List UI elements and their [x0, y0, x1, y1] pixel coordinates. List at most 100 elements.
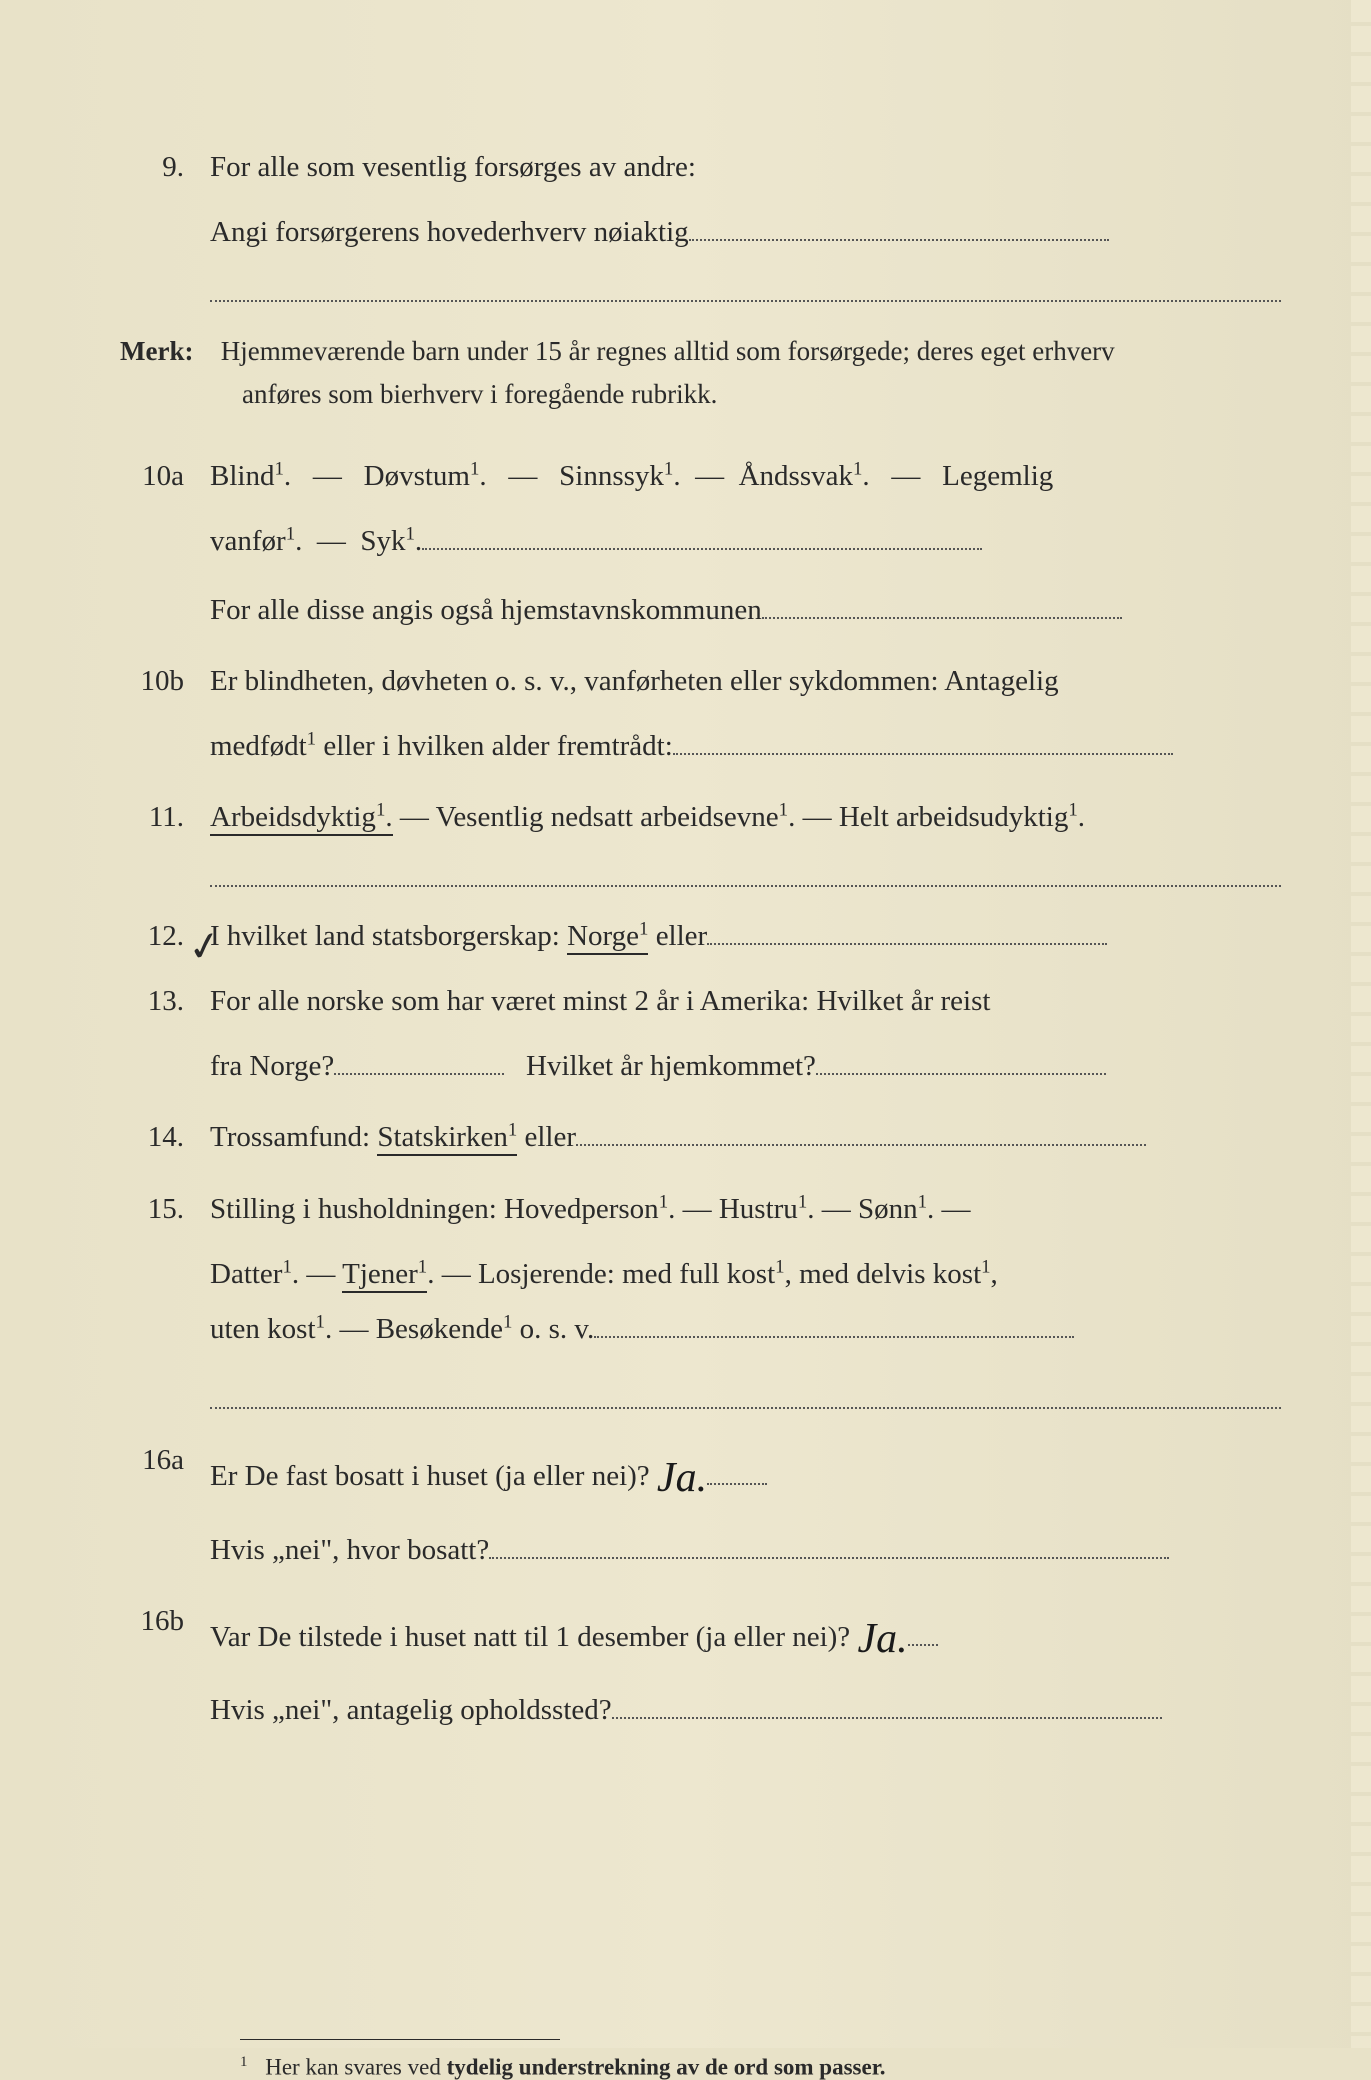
q12-text-a: I hvilket land statsborgerskap:	[210, 920, 567, 952]
sup: 1	[376, 799, 385, 820]
q15-tjener-underlined: Tjener1	[342, 1258, 427, 1293]
q10b-number: 10b	[120, 654, 210, 709]
q10a-blind: Blind	[210, 460, 274, 492]
question-11: 11. Arbeidsdyktig1. — Vesentlig nedsatt …	[120, 790, 1281, 845]
q15-l1d: . —	[927, 1193, 971, 1225]
q16a-fill2	[489, 1557, 1169, 1559]
question-15: 15. Stilling i husholdningen: Hovedperso…	[120, 1182, 1281, 1237]
q14-statskirken: Statskirken	[377, 1121, 508, 1153]
q16b-answer-handwritten: Ja.	[857, 1600, 907, 1680]
question-10a: 10a Blind1. — Døvstum1. — Sinnssyk1. — Å…	[120, 449, 1281, 504]
q16a-fill	[707, 1483, 767, 1485]
q10b-medfodt: medfødt	[210, 730, 307, 762]
q12-norge: Norge	[567, 920, 639, 952]
q10b-line2: medfødt1 eller i hvilken alder fremtrådt…	[210, 719, 1281, 774]
q16a-text: Er De fast bosatt i huset (ja eller nei)…	[210, 1460, 650, 1492]
q10a-line3: For alle disse angis også hjemstavnskomm…	[210, 583, 1281, 638]
q11-arbeidsdyktig-underlined: Arbeidsdyktig1.	[210, 801, 393, 836]
question-16a: 16a Er De fast bosatt i huset (ja eller …	[120, 1433, 1281, 1513]
q10a-dovstum: Døvstum	[364, 460, 470, 492]
sup: 1	[853, 458, 862, 479]
q10a-line3-text: For alle disse angis også hjemstavnskomm…	[210, 594, 762, 626]
q16a-answer-handwritten: Ja.	[657, 1439, 707, 1519]
q16b-text: Var De tilstede i huset natt til 1 desem…	[210, 1621, 850, 1653]
q10a-syk: Syk	[360, 525, 405, 557]
q13-line2: fra Norge? Hvilket år hjemkommet?	[210, 1039, 1281, 1094]
q9-line2: Angi forsørgerens hovederhverv nøiaktig	[210, 205, 1281, 260]
q11-content: Arbeidsdyktig1. — Vesentlig nedsatt arbe…	[210, 790, 1281, 845]
sup: 1	[286, 523, 295, 544]
q16a-line2-text: Hvis „nei", hvor bosatt?	[210, 1534, 489, 1566]
footnote-text-a: Her kan svares ved	[265, 2054, 446, 2079]
merk-line1: Hjemmeværende barn under 15 år regnes al…	[221, 336, 1115, 366]
q13-fill2	[816, 1073, 1106, 1075]
sup: 1	[981, 1256, 990, 1277]
q14-fill	[576, 1144, 1146, 1146]
sup: 1	[779, 799, 788, 820]
footnote-marker: 1	[240, 2054, 247, 2070]
q16b-number: 16b	[120, 1594, 210, 1674]
footnote-rule	[240, 2039, 560, 2040]
question-10b: 10b Er blindheten, døvheten o. s. v., va…	[120, 654, 1281, 709]
q16a-content: Er De fast bosatt i huset (ja eller nei)…	[210, 1433, 1281, 1513]
q11-opt1: Arbeidsdyktig	[210, 801, 376, 833]
sup: 1	[470, 458, 479, 479]
q16a-number: 16a	[120, 1433, 210, 1513]
question-12: ✓ 12. I hvilket land statsborgerskap: No…	[120, 909, 1281, 964]
q13-line2a: fra Norge?	[210, 1050, 334, 1082]
q15-l1b: . — Hustru	[668, 1193, 798, 1225]
deckle-edge	[1351, 0, 1371, 2048]
q13-line1: For alle norske som har været minst 2 år…	[210, 974, 1281, 1029]
question-13: 13. For alle norske som har været minst …	[120, 974, 1281, 1029]
q12-fill	[707, 943, 1107, 945]
q10a-andssvak: Åndssvak	[739, 460, 853, 492]
q10b-fill	[673, 753, 1173, 755]
q9-line1: For alle som vesentlig forsørges av andr…	[210, 140, 1281, 195]
sup: 1	[316, 1311, 325, 1332]
sup: 1	[282, 1256, 291, 1277]
q15-l2b: . —	[292, 1258, 342, 1290]
q14-text-b: eller	[517, 1121, 576, 1153]
q9-fill	[689, 239, 1109, 241]
sup: 1	[418, 1256, 427, 1277]
q10a-vanfor: vanfør	[210, 525, 286, 557]
q11-end: . — Helt arbeidsudyktig	[788, 801, 1068, 833]
sup: 1	[307, 728, 316, 749]
q14-content: Trossamfund: Statskirken1 eller	[210, 1110, 1281, 1165]
q15-l3b: . — Besøkende	[325, 1313, 503, 1345]
question-16b: 16b Var De tilstede i huset natt til 1 d…	[120, 1594, 1281, 1674]
q10a-legemlig: Legemlig	[942, 460, 1053, 492]
q10a-number: 10a	[120, 449, 210, 504]
q11-number: 11.	[120, 790, 210, 845]
merk-label: Merk:	[120, 330, 214, 373]
q16b-line2-text: Hvis „nei", antagelig opholdssted?	[210, 1694, 612, 1726]
merk-note: Merk: Hjemmeværende barn under 15 år reg…	[120, 330, 1281, 416]
sup: 1	[503, 1311, 512, 1332]
sup: 1	[508, 1120, 517, 1141]
q15-line3: uten kost1. — Besøkende1 o. s. v.	[210, 1302, 1281, 1357]
sup: 1	[918, 1191, 927, 1212]
q10b-line2b: eller i hvilken alder fremtrådt:	[316, 730, 673, 762]
q14-number: 14.	[120, 1110, 210, 1165]
q10a-fill	[422, 548, 982, 550]
q9-number: 9.	[120, 140, 210, 195]
q15-l2d: , med delvis kost	[785, 1258, 982, 1290]
q16a-line2: Hvis „nei", hvor bosatt?	[210, 1523, 1281, 1578]
q15-l1c: . — Sønn	[807, 1193, 917, 1225]
q14-text-a: Trossamfund:	[210, 1121, 377, 1153]
q15-line2: Datter1. — Tjener1. — Losjerende: med fu…	[210, 1247, 1281, 1302]
q15-l3c: o. s. v.	[512, 1313, 594, 1345]
question-9: 9. For alle som vesentlig forsørges av a…	[120, 140, 1281, 195]
sup: 1	[1068, 799, 1077, 820]
merk-line2: anføres som bierhverv i foregående rubri…	[242, 373, 1281, 416]
q15-dotted-rule	[210, 1385, 1281, 1409]
q10a-fill2	[762, 617, 1122, 619]
sup: 1	[274, 458, 283, 479]
q11-dotted-rule	[210, 863, 1281, 887]
q15-number: 15.	[120, 1182, 210, 1237]
q9-line2-text: Angi forsørgerens hovederhverv nøiaktig	[210, 216, 689, 248]
q13-fill1	[334, 1073, 504, 1075]
q15-l3a: uten kost	[210, 1313, 316, 1345]
q9-dotted-rule	[210, 278, 1281, 302]
q16b-fill	[908, 1644, 938, 1646]
